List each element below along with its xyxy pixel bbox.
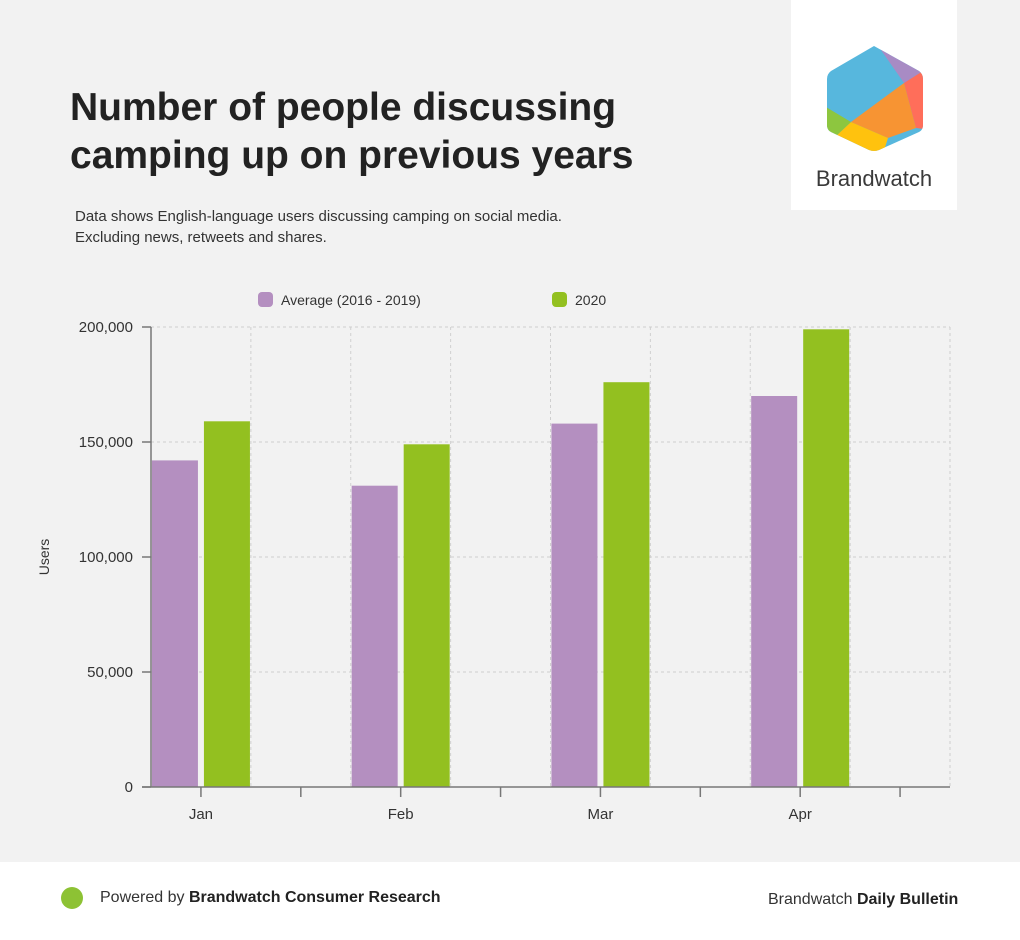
bar-average-2016-2019--mar	[551, 423, 598, 787]
x-tick-label: Mar	[588, 806, 614, 823]
y-axis-label: Users	[36, 539, 52, 576]
footer-publication-name: Daily Bulletin	[856, 891, 959, 908]
y-tick-label: 0	[125, 779, 133, 796]
brandwatch-hexagon-icon	[827, 46, 923, 151]
bar-2020-mar	[603, 382, 650, 787]
subtitle-line-2: Excluding news, retweets and shares.	[75, 229, 327, 246]
bar-average-2016-2019--apr	[751, 396, 798, 787]
bars	[151, 329, 850, 787]
legend-label: 2020	[575, 292, 606, 308]
x-tick-label: Feb	[388, 806, 414, 823]
bar-average-2016-2019--feb	[351, 485, 398, 787]
bar-2020-feb	[403, 444, 450, 787]
footer-powered-by: Powered by Brandwatch Consumer Research	[100, 889, 441, 906]
bar-2020-apr	[803, 329, 850, 787]
x-tick-label: Apr	[789, 806, 812, 823]
logo-segment-orange	[851, 83, 916, 138]
title-line-2: camping up on previous years	[70, 134, 634, 177]
y-tick-label: 150,000	[79, 434, 133, 451]
footer-brand: Brandwatch Consumer Research	[188, 889, 441, 906]
axes: 0 50,000 100,000 150,000 200,000 Jan Feb Mar Apr	[79, 319, 950, 823]
logo-segment-red	[904, 66, 923, 130]
chart-title: Number of people discussing camping up o…	[70, 84, 710, 180]
brand-logo: Brandwatch	[791, 0, 957, 210]
y-tick-label: 50,000	[87, 664, 133, 681]
bar-chart: 0 50,000 100,000 150,000 200,000 Jan Feb Mar Apr…	[36, 292, 951, 823]
bar-2020-jan	[203, 421, 250, 787]
chart-subtitle: Data shows English-language users discus…	[75, 206, 562, 248]
bar-average-2016-2019--jan	[151, 460, 198, 787]
legend: Average (2016 - 2019) 2020	[258, 292, 606, 308]
legend-label: Average (2016 - 2019)	[281, 292, 421, 308]
y-tick-label: 100,000	[79, 549, 133, 566]
title-line-1: Number of people discussing	[70, 86, 617, 129]
grid-lines	[151, 326, 951, 787]
y-tick-label: 200,000	[79, 319, 133, 336]
footer-dot-icon	[61, 887, 83, 909]
legend-swatch	[258, 292, 273, 307]
logo-wordmark: Brandwatch	[815, 166, 933, 191]
legend-swatch	[552, 292, 567, 307]
subtitle-line-1: Data shows English-language users discus…	[75, 208, 562, 225]
x-tick-label: Jan	[189, 806, 213, 823]
footer: Powered by Brandwatch Consumer Research …	[0, 862, 1020, 940]
footer-publication: Brandwatch Daily Bulletin	[768, 891, 959, 908]
